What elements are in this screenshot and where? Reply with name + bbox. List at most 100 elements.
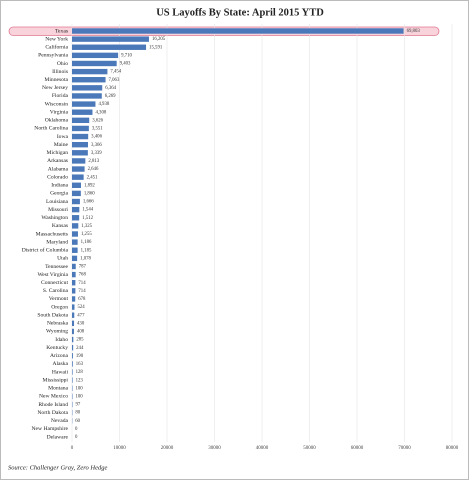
value-label: 1,185 xyxy=(81,248,92,253)
bar xyxy=(72,141,88,148)
bar xyxy=(72,36,149,42)
value-label: 244 xyxy=(76,346,84,351)
y-tick-label: Missouri xyxy=(48,207,68,213)
bar xyxy=(72,336,74,343)
value-label: 6,364 xyxy=(105,86,116,91)
y-tick-label: Maine xyxy=(54,142,69,148)
bar xyxy=(72,206,80,213)
bar xyxy=(72,369,73,375)
y-tick-label: Illinois xyxy=(52,69,68,75)
value-label: 1,512 xyxy=(82,216,93,221)
value-label: 4,308 xyxy=(95,110,106,115)
value-label: 7,454 xyxy=(110,70,121,75)
value-label: 524 xyxy=(77,305,85,310)
y-tick-label: Montana xyxy=(48,386,68,392)
bar xyxy=(72,28,404,34)
y-tick-label: Kentucky xyxy=(46,345,68,351)
bar xyxy=(72,304,75,310)
bar xyxy=(72,60,117,67)
value-label: 1,325 xyxy=(81,224,92,229)
bar xyxy=(72,377,73,383)
bar xyxy=(72,312,75,318)
y-tick-label: Florida xyxy=(52,93,69,99)
bar xyxy=(72,223,79,229)
bar xyxy=(72,158,86,164)
y-tick-label: Louisiana xyxy=(46,199,69,205)
y-tick-label: North Carolina xyxy=(34,126,68,132)
y-tick-label: Alaska xyxy=(52,361,68,367)
chart-title: US Layoffs By State: April 2015 YTD xyxy=(156,7,324,18)
value-label: 0 xyxy=(75,427,78,432)
y-tick-label: Mississippi xyxy=(43,377,69,383)
bar xyxy=(72,344,74,351)
value-label: 4,938 xyxy=(98,102,109,107)
value-label: 190 xyxy=(76,354,84,359)
value-label: 2,451 xyxy=(87,175,98,180)
value-label: 163 xyxy=(76,362,84,367)
y-tick-label: Maryland xyxy=(46,239,68,245)
value-label: 714 xyxy=(78,281,86,286)
bar xyxy=(72,85,103,91)
y-tick-label: Michigan xyxy=(47,150,69,156)
y-tick-label: Georgia xyxy=(50,191,68,197)
y-tick-label: Wisconsin xyxy=(45,101,69,107)
x-tick-label: 10000 xyxy=(113,446,126,451)
y-tick-label: South Dakota xyxy=(37,312,68,318)
y-tick-label: West Virginia xyxy=(37,272,68,278)
y-tick-label: New Mexico xyxy=(39,394,68,400)
bar xyxy=(72,77,106,83)
y-tick-label: Vermont xyxy=(49,296,69,302)
value-label: 16,205 xyxy=(152,37,166,42)
y-tick-label: New Hampshire xyxy=(31,426,68,432)
bar xyxy=(72,263,76,270)
value-label: 7,063 xyxy=(109,78,120,83)
x-tick-label: 50000 xyxy=(303,446,316,451)
y-tick-label: Tennessee xyxy=(45,264,68,270)
value-label: 2,646 xyxy=(88,167,99,172)
y-tick-label: Oklahoma xyxy=(45,118,69,124)
x-tick-label: 70000 xyxy=(398,446,411,451)
value-label: 714 xyxy=(78,289,86,294)
bar xyxy=(72,353,73,359)
value-label: 15,591 xyxy=(149,45,163,50)
y-tick-label: Massachusetts xyxy=(36,231,68,237)
bar xyxy=(72,117,90,124)
x-tick-label: 80000 xyxy=(446,446,459,451)
value-label: 1,186 xyxy=(81,240,92,245)
y-tick-label: Texas xyxy=(55,28,68,34)
value-label: 1,544 xyxy=(82,208,93,213)
bar xyxy=(72,296,76,302)
y-tick-label: Delaware xyxy=(47,434,69,440)
value-label: 1,892 xyxy=(84,183,95,188)
x-tick-label: 0 xyxy=(71,446,74,451)
bar xyxy=(72,182,81,188)
y-tick-label: Kansas xyxy=(52,223,68,229)
y-tick-label: Rhode Island xyxy=(38,402,68,408)
value-label: 69,803 xyxy=(407,29,421,34)
value-label: 1,078 xyxy=(80,256,91,261)
value-label: 1,666 xyxy=(83,200,94,205)
bar xyxy=(72,125,89,132)
bar xyxy=(72,255,78,262)
value-label: 477 xyxy=(77,313,85,318)
value-label: 9,403 xyxy=(120,62,131,67)
bar xyxy=(72,271,76,278)
y-tick-label: New York xyxy=(45,36,68,42)
bar xyxy=(72,198,80,205)
bar xyxy=(72,361,73,367)
y-tick-label: Idaho xyxy=(55,337,68,343)
y-tick-label: S. Carolina xyxy=(43,288,69,294)
value-label: 3,406 xyxy=(91,135,102,140)
bar xyxy=(72,68,108,75)
bar xyxy=(72,44,147,50)
bar xyxy=(72,280,76,286)
y-tick-label: Pennsylvania xyxy=(38,53,68,59)
value-label: 100 xyxy=(75,394,83,399)
value-label: 9,710 xyxy=(121,53,132,58)
value-label: 3,339 xyxy=(91,151,102,156)
bar xyxy=(72,166,85,172)
y-tick-label: Colorado xyxy=(47,174,68,180)
y-tick-label: New Jersey xyxy=(42,85,68,91)
bar xyxy=(72,328,74,335)
